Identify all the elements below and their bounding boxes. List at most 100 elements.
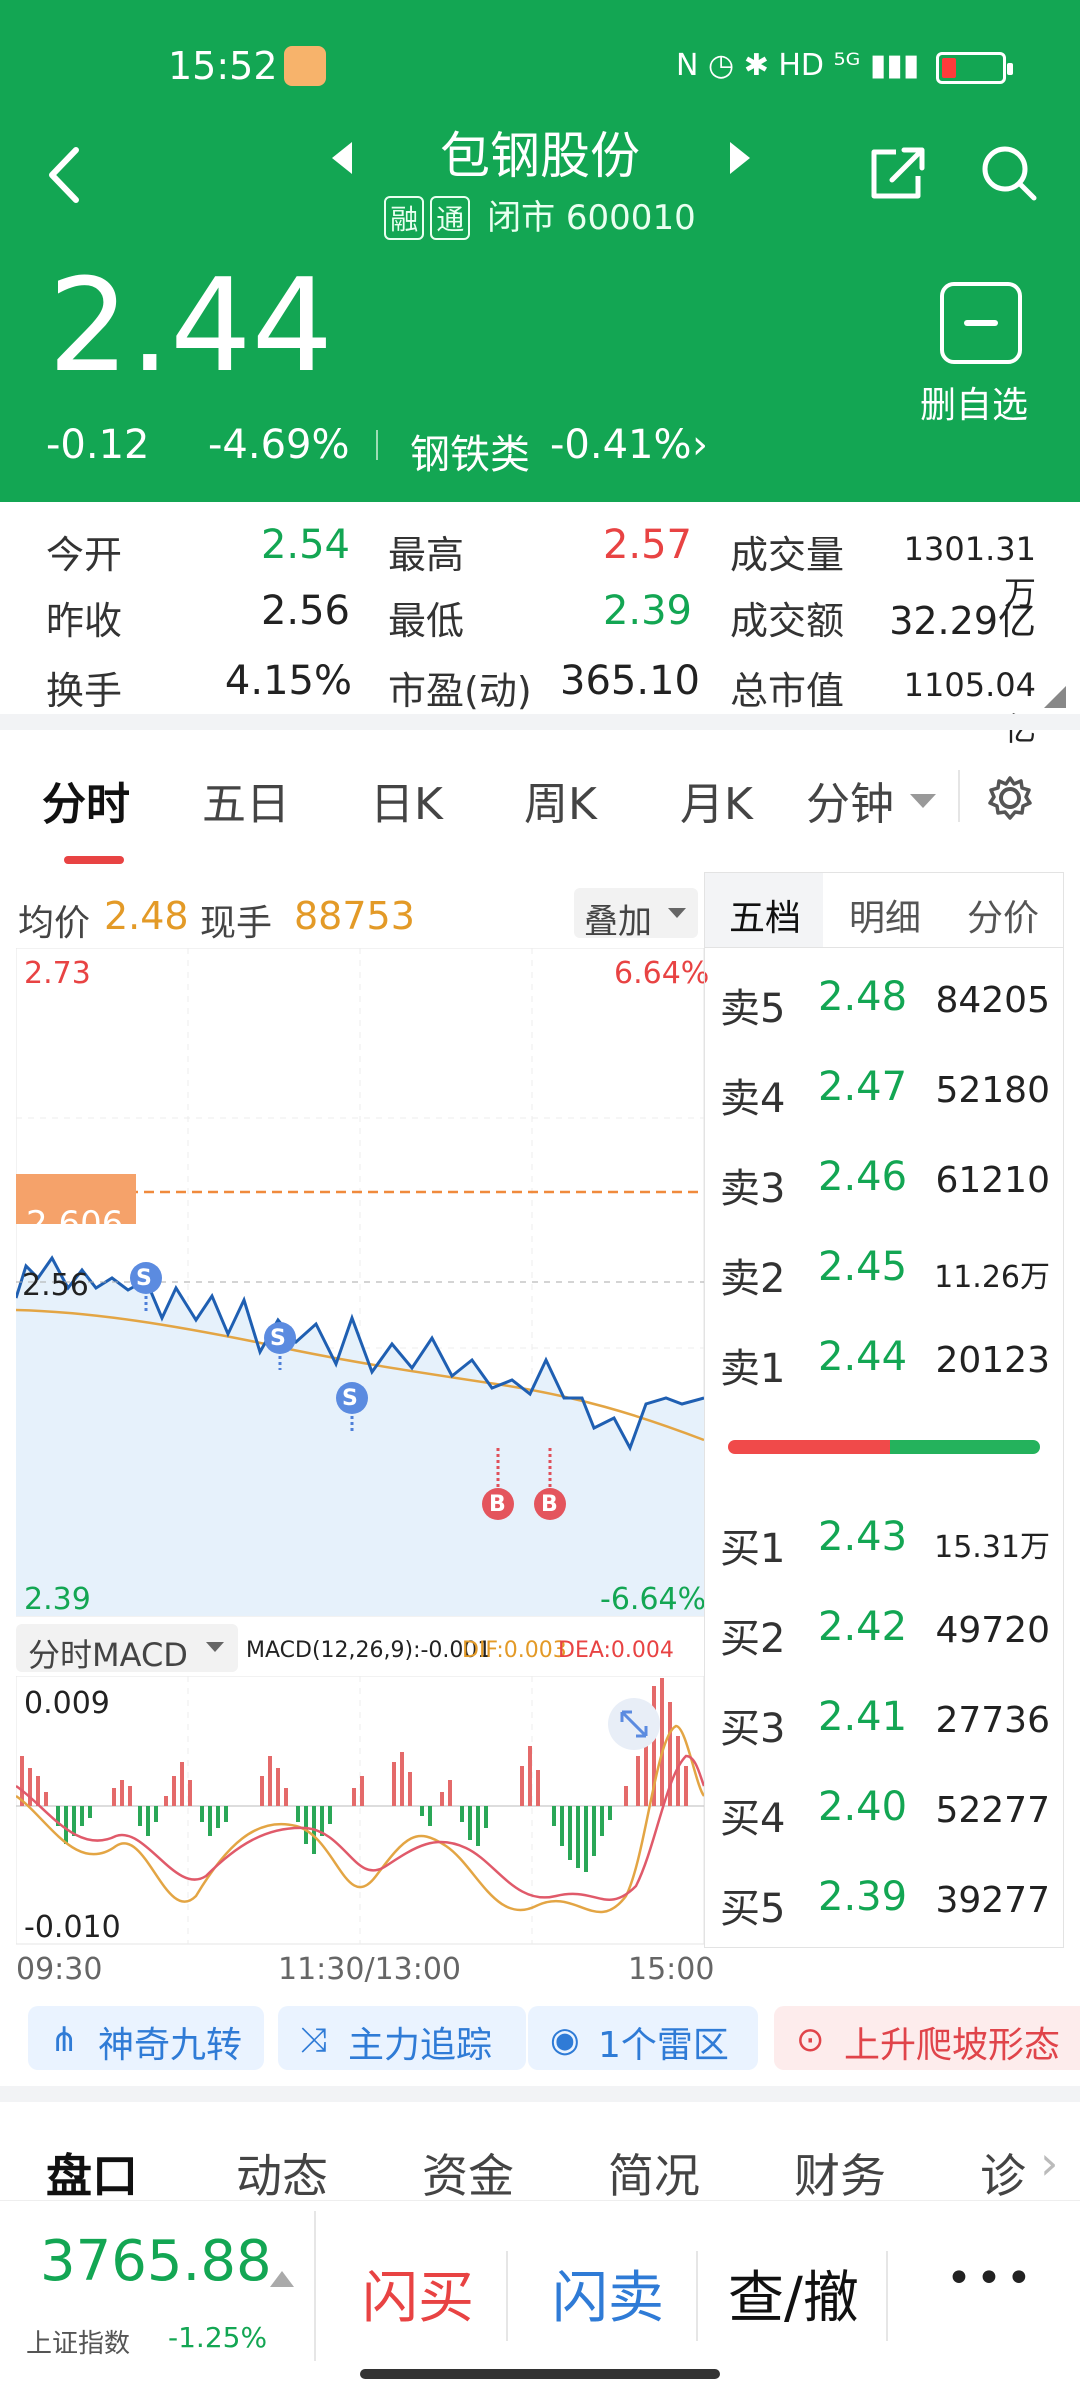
price-alert-badge[interactable]	[16, 1174, 136, 1224]
overlay-dropdown[interactable]: 叠加	[574, 888, 698, 942]
tab-intraday[interactable]: 分时	[42, 779, 130, 830]
remove-watchlist-label[interactable]: 删自选	[920, 385, 1029, 426]
tab-profile[interactable]: 简况	[608, 2149, 700, 2203]
stat-low-label: 最低	[388, 599, 465, 643]
home-indicator[interactable]	[360, 2369, 720, 2379]
sector-pct[interactable]: -0.41%	[550, 422, 692, 468]
tab-detail[interactable]: 明细	[849, 898, 922, 939]
stat-high: 2.57	[602, 522, 692, 568]
tab-month-k[interactable]: 月K	[680, 779, 753, 830]
bid-price[interactable]: 2.41	[818, 1694, 908, 1740]
next-stock-icon[interactable]	[726, 140, 754, 176]
stat-vol-label: 成交量	[730, 533, 845, 577]
tab-handicap[interactable]: 盘口	[46, 2149, 138, 2203]
chip-pattern[interactable]: ⊙ 上升爬坡形态	[774, 2006, 1080, 2070]
tab-week-k[interactable]: 周K	[524, 779, 597, 830]
ask-price[interactable]: 2.48	[818, 974, 908, 1020]
sector-name[interactable]: 钢铁类	[410, 432, 530, 478]
ask-volume: 20123	[935, 1340, 1050, 1381]
tab-finance[interactable]: 财务	[794, 2149, 886, 2203]
signal-markers[interactable]	[130, 1262, 566, 1520]
macd-bottom-value: -0.010	[24, 1910, 121, 1945]
quick-buy-button[interactable]: 闪买	[362, 2266, 474, 2331]
stat-open: 2.54	[260, 522, 350, 568]
quick-sell-button[interactable]: 闪卖	[552, 2266, 664, 2331]
macd-chart[interactable]	[16, 1676, 706, 1948]
chip-label: 1个雷区	[598, 2025, 729, 2066]
bid-price[interactable]: 2.42	[818, 1604, 908, 1650]
expand-corner-icon[interactable]	[1044, 686, 1066, 708]
ask-price[interactable]: 2.46	[818, 1154, 908, 1200]
ask-price[interactable]: 2.44	[818, 1334, 908, 1380]
sell-signal[interactable]	[130, 1262, 162, 1294]
chip-magic-nine[interactable]: ⋔ 神奇九转	[28, 2006, 264, 2070]
chevron-right-icon[interactable]: ›	[1040, 2136, 1059, 2190]
stat-mcap: 1105.04亿	[903, 666, 1036, 748]
more-icon[interactable]: •••	[946, 2253, 1036, 2304]
bid-price[interactable]: 2.43	[818, 1514, 908, 1560]
battery-icon	[936, 52, 1013, 84]
tab-level5[interactable]: 五档	[729, 898, 802, 939]
query-cancel-button[interactable]: 查/撤	[728, 2266, 859, 2331]
prev-stock-icon[interactable]	[328, 140, 356, 176]
orderbook-tab-active-bg	[705, 873, 823, 947]
hand-label: 现手	[200, 903, 273, 944]
tab-price-dist[interactable]: 分价	[967, 898, 1040, 939]
chip-risk-zone[interactable]: ◉ 1个雷区	[528, 2006, 758, 2070]
ask-label: 卖3	[720, 1166, 786, 1212]
ask-volume: 11.26万	[934, 1260, 1050, 1295]
bid-volume: 27736	[935, 1700, 1050, 1741]
sell-signal[interactable]	[336, 1382, 368, 1414]
stock-status: 融通 闭市 600010	[0, 190, 1080, 240]
chip-label: 神奇九转	[98, 2025, 243, 2066]
tab-five-day[interactable]: 五日	[202, 779, 290, 830]
chevron-down-icon	[206, 1642, 224, 1652]
ask-price[interactable]: 2.47	[818, 1064, 908, 1110]
stat-turnover: 4.15%	[224, 658, 352, 704]
signal-b-label: B	[489, 1492, 506, 1517]
macd-dif-line	[16, 1724, 706, 1914]
chevron-right-icon[interactable]: ›	[692, 422, 708, 468]
buy-signal[interactable]	[482, 1488, 514, 1520]
stat-prev-label: 昨收	[46, 599, 123, 643]
back-icon[interactable]	[44, 146, 84, 204]
tab-news[interactable]: 动态	[236, 2149, 328, 2203]
chip-main-force[interactable]: ⤨ 主力追踪	[278, 2006, 526, 2070]
bid-price[interactable]: 2.39	[818, 1874, 908, 1920]
bid-label: 买1	[720, 1526, 786, 1572]
tab-day-k[interactable]: 日K	[370, 779, 443, 830]
intraday-chart[interactable]	[16, 948, 706, 1628]
trend-icon: ⊙	[796, 2020, 825, 2060]
tab-funds[interactable]: 资金	[422, 2149, 514, 2203]
header: 15:52 N ◷ ✱ HD ⁵ᴳ ▮▮▮ 包钢股份 融通 闭市 600010 …	[0, 0, 1080, 502]
sell-signal[interactable]	[264, 1322, 296, 1354]
price-change: -0.12	[46, 422, 150, 468]
macd-selector[interactable]: 分时MACD	[16, 1624, 238, 1674]
section-divider	[0, 2086, 1080, 2102]
bid-price[interactable]: 2.40	[818, 1784, 908, 1830]
divider	[506, 2251, 508, 2341]
ask-label: 卖1	[720, 1346, 786, 1392]
search-icon[interactable]	[978, 142, 1042, 206]
price-area	[16, 1258, 704, 1616]
share-icon[interactable]	[866, 142, 930, 202]
stat-prev: 2.56	[260, 588, 350, 634]
ask-price[interactable]: 2.45	[818, 1244, 908, 1290]
chevron-down-icon[interactable]	[910, 794, 936, 810]
ask-volume: 61210	[935, 1160, 1050, 1201]
price-change-pct: -4.69%	[208, 422, 350, 468]
bid-label: 买2	[720, 1616, 786, 1662]
tab-diagnose[interactable]: 诊	[980, 2149, 1026, 2203]
buy-signal[interactable]	[534, 1488, 566, 1520]
settings-gear-icon[interactable]	[986, 774, 1034, 822]
remove-watchlist-icon[interactable]	[940, 282, 1022, 364]
status-icons: N ◷ ✱ HD ⁵ᴳ ▮▮▮	[676, 48, 920, 83]
chart-bottom-pct: -6.64%	[600, 1582, 707, 1617]
index-value[interactable]: 3765.88	[40, 2229, 272, 2294]
chart-top-price: 2.73	[24, 956, 91, 991]
market-status: 闭市 600010	[487, 198, 696, 238]
macd-params: MACD(12,26,9):-0.001	[246, 1638, 492, 1663]
tab-minute[interactable]: 分钟	[806, 779, 894, 830]
ask-label: 卖5	[720, 986, 786, 1032]
ask-label: 卖2	[720, 1256, 786, 1302]
